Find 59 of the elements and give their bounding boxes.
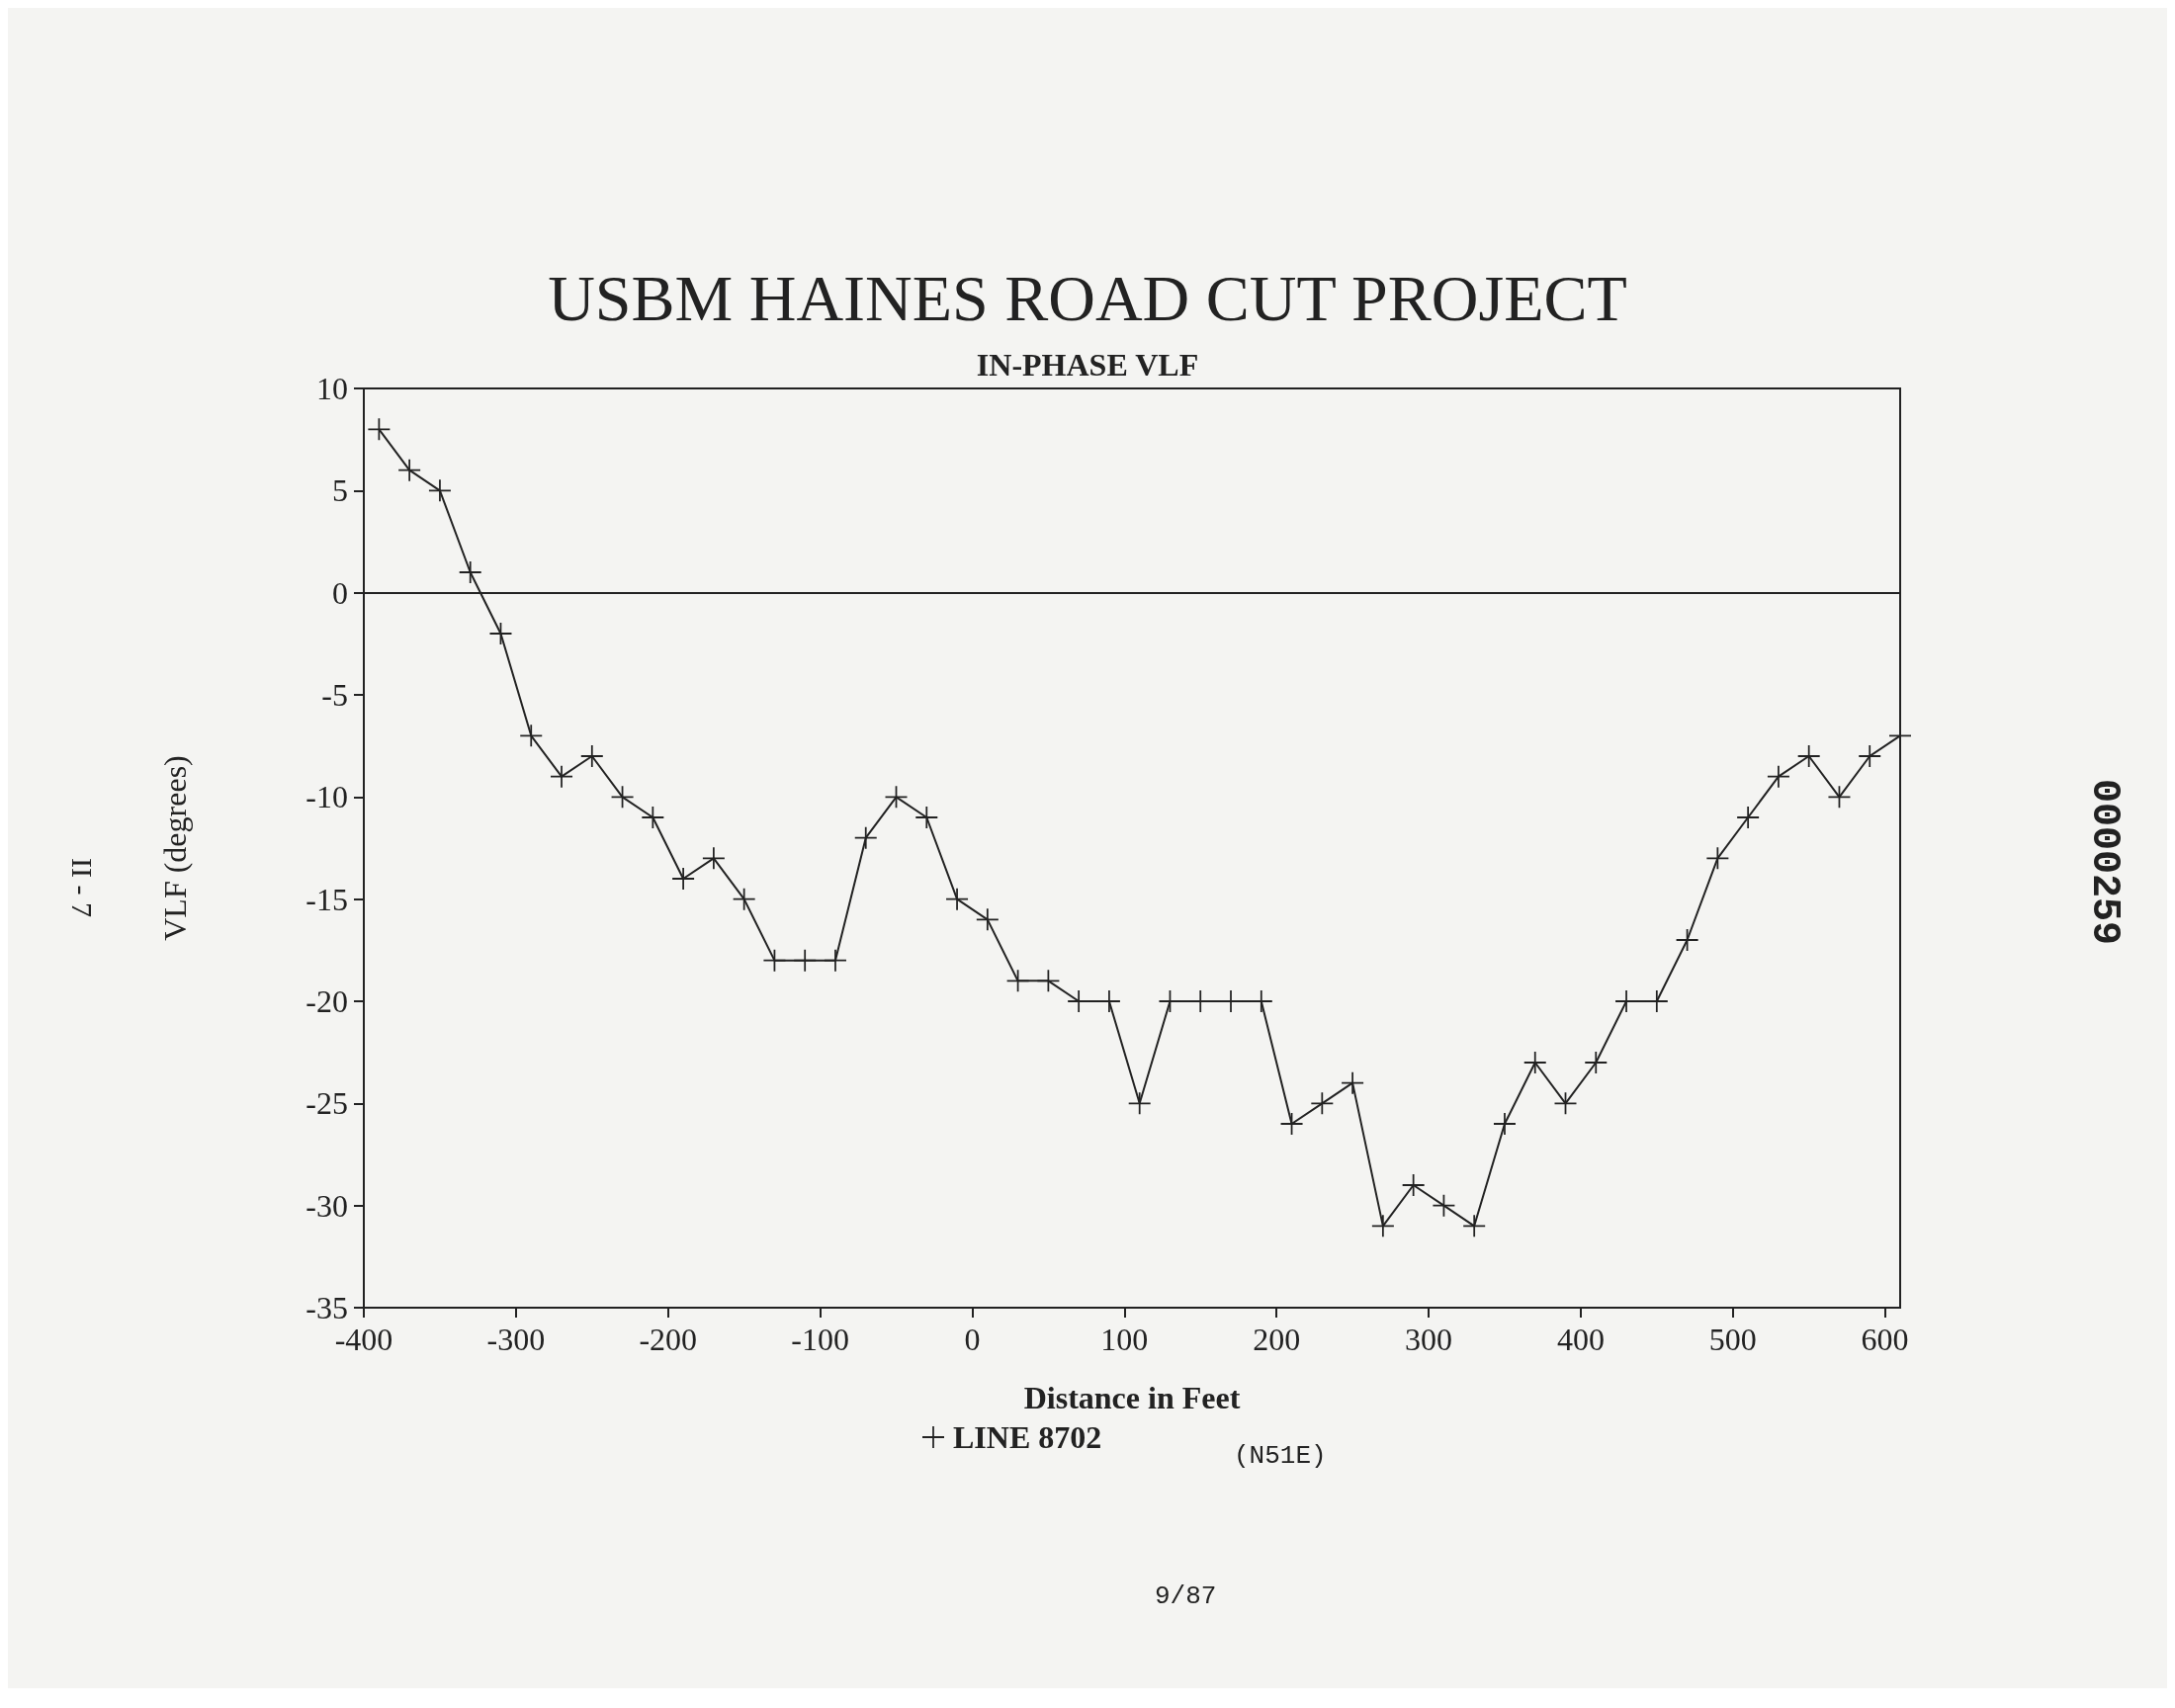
point [1585, 1052, 1608, 1073]
x-tick-label: 600 [1861, 1322, 1909, 1357]
y-tick-label: -10 [305, 779, 348, 815]
y-tick-label: 5 [332, 472, 348, 509]
point [551, 765, 573, 788]
y-axis-title: VLF (degrees) [157, 755, 193, 941]
point [1767, 765, 1789, 788]
point [1523, 1052, 1546, 1073]
point [398, 459, 421, 481]
point [580, 745, 603, 767]
x-axis-title: Distance in Feet [1023, 1380, 1241, 1415]
point [1493, 1113, 1516, 1135]
point [1737, 807, 1760, 828]
point [1037, 970, 1060, 992]
x-tick-label: 0 [964, 1322, 981, 1357]
point [733, 888, 755, 910]
y-tick-label: -30 [305, 1187, 348, 1224]
text: 0000259 [2081, 779, 2127, 946]
point [1371, 1215, 1394, 1238]
text: 9/87 [1155, 1581, 1217, 1611]
point [1797, 745, 1820, 767]
point [642, 807, 664, 828]
point [1463, 1215, 1486, 1238]
point [915, 807, 938, 828]
text: II - 7 [65, 858, 99, 917]
x-tick-label: 400 [1556, 1322, 1605, 1357]
point [1342, 1071, 1364, 1094]
point [520, 725, 543, 747]
point [1402, 1174, 1425, 1196]
y-tick-label: -15 [305, 881, 348, 917]
point [672, 868, 695, 890]
chart-title: USBM HAINES ROAD CUT PROJECT [548, 261, 1627, 334]
x-tick-label: -200 [639, 1322, 698, 1357]
point [1311, 1092, 1334, 1115]
x-tick-label: 200 [1253, 1322, 1301, 1357]
y-tick-label: -20 [305, 983, 348, 1019]
x-tick-label: 300 [1405, 1322, 1453, 1357]
chart-subtitle: IN-PHASE VLF [976, 347, 1199, 383]
point [976, 908, 999, 931]
y-tick-label: -25 [305, 1085, 348, 1122]
point [1128, 1092, 1151, 1115]
point [1706, 847, 1729, 870]
text: (N51E) [1234, 1441, 1327, 1471]
y-tick-label: 10 [316, 371, 348, 406]
point [946, 888, 969, 910]
x-tick-label: -100 [791, 1322, 849, 1357]
x-tick-label: -300 [486, 1322, 546, 1357]
point [824, 949, 846, 972]
y-tick-label: 0 [332, 574, 348, 611]
x-tick-label: 100 [1100, 1322, 1149, 1357]
point [459, 561, 481, 583]
point [1859, 745, 1881, 767]
legend-label: LINE 8702 [953, 1419, 1102, 1455]
point [854, 826, 877, 849]
point [794, 949, 817, 972]
point [702, 847, 725, 870]
y-tick-label: -5 [321, 677, 348, 713]
x-tick-label: 500 [1708, 1322, 1757, 1357]
point [428, 479, 451, 502]
